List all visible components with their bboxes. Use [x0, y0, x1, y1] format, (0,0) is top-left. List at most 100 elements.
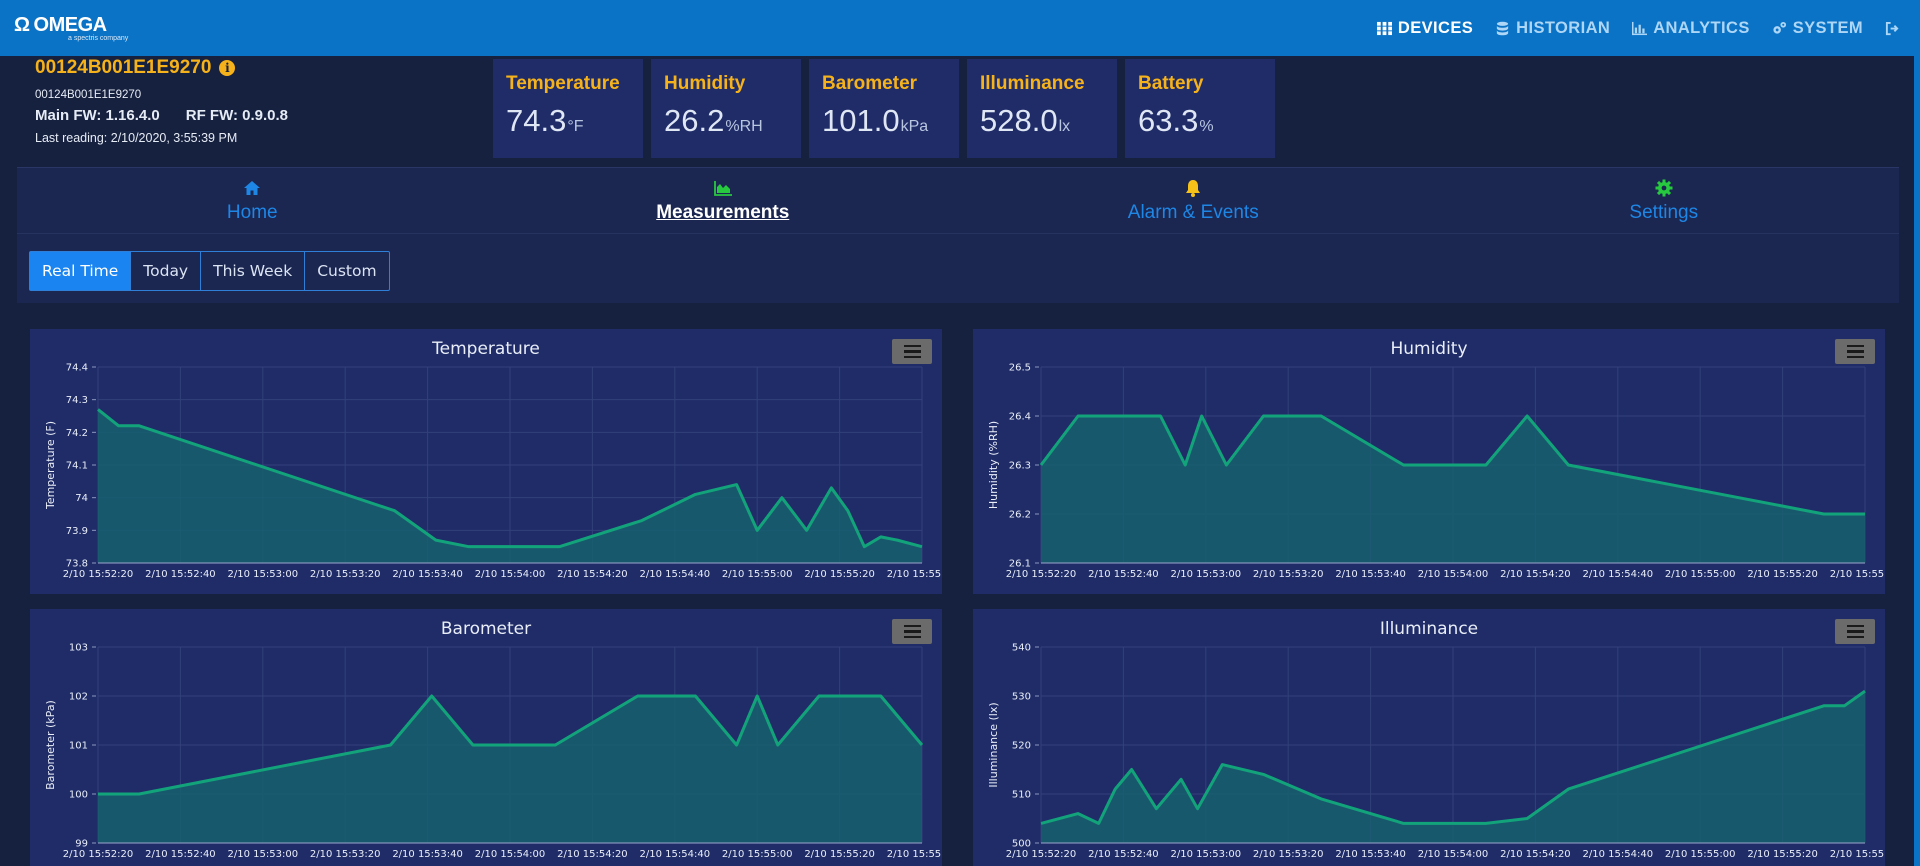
humidity-chart: 26.1 26.2 26.3 26.4 26.5 2/10 15:52:20 2/10 15… [973, 329, 1885, 594]
x-tick-label: 2/10 15:55:40 [887, 849, 942, 860]
x-tick-label: 2/10 15:55:00 [1665, 849, 1736, 860]
top-nav: DEVICES HISTORIAN ANALYTICS SYSTEM [1376, 19, 1900, 38]
x-tick-label: 2/10 15:55:40 [1830, 569, 1885, 580]
y-axis-label: Barometer (kPa) [44, 700, 57, 790]
x-tick-label: 2/10 15:53:40 [392, 849, 463, 860]
tab-alarm-events-label: Alarm & Events [1127, 201, 1259, 223]
menu-icon-bar [1846, 635, 1864, 639]
menu-icon-bar [903, 630, 921, 633]
chart-menu-button[interactable] [892, 619, 932, 644]
bell-icon [1186, 179, 1201, 197]
x-tick-label: 2/10 15:54:00 [1418, 569, 1489, 580]
device-tabs: Home Measurements Alarm & Events Setting… [17, 168, 1899, 234]
x-tick-label: 2/10 15:55:00 [1665, 569, 1736, 580]
device-serial: 00124B001E1E9270 [35, 89, 142, 101]
x-tick-label: 2/10 15:53:00 [228, 849, 299, 860]
range-real-time-button[interactable]: Real Time [30, 252, 132, 290]
y-tick-label: 102 [69, 692, 88, 703]
topnav-system[interactable]: SYSTEM [1772, 19, 1863, 38]
chart-menu-button[interactable] [1835, 619, 1875, 644]
x-tick-label: 2/10 15:54:20 [1500, 849, 1571, 860]
series-line [97, 408, 923, 549]
info-icon[interactable]: i [219, 60, 236, 76]
area-chart-icon [713, 180, 732, 196]
main-firmware: Main FW: 1.16.4.0 [35, 107, 160, 124]
y-axis-label: Humidity (%RH) [987, 421, 1000, 509]
series-line [1040, 689, 1866, 825]
y-axis-label: Illuminance (lx) [987, 702, 1000, 787]
x-tick-label: 2/10 15:54:40 [1583, 569, 1654, 580]
illuminance-chart: 500 510 520 530 540 2/10 15:52:20 2/10 15:52:4… [973, 609, 1885, 866]
y-tick-label: 74.1 [66, 461, 88, 472]
tile-value: 101.0 [822, 103, 900, 138]
device-id: 00124B001E1E9270 [35, 57, 212, 78]
chart-menu-button[interactable] [1835, 339, 1875, 364]
y-tick-label: 74.2 [66, 428, 88, 439]
topnav-historian[interactable]: HISTORIAN [1495, 19, 1610, 38]
topnav-analytics[interactable]: ANALYTICS [1632, 19, 1750, 38]
tile-temperature: Temperature 74.3 °F [493, 59, 643, 158]
x-tick-label: 2/10 15:55:20 [804, 569, 875, 580]
x-tick-label: 2/10 15:53:00 [228, 569, 299, 580]
brand-name: OMEGA [33, 14, 108, 36]
grid-icon [1376, 21, 1392, 35]
omega-symbol-icon: Ω [14, 14, 30, 36]
barometer-chart: 99 100 101 102 103 2/10 15:52:20 2/10 15:52:40… [30, 609, 942, 866]
range-today-button[interactable]: Today [131, 252, 202, 290]
y-tick-label: 74.4 [66, 363, 88, 374]
tab-home[interactable]: Home [17, 168, 488, 233]
x-tick-label: 2/10 15:55:40 [887, 569, 942, 580]
x-tick-label: 2/10 15:53:00 [1171, 569, 1242, 580]
last-reading: Last reading: 2/10/2020, 3:55:39 PM [35, 131, 238, 145]
tab-measurements[interactable]: Measurements [488, 168, 959, 233]
y-tick-label: 73.9 [66, 526, 88, 537]
range-this-week-button[interactable]: This Week [201, 252, 306, 290]
y-axis-label: Temperature (F) [44, 421, 57, 510]
x-tick-label: 2/10 15:53:40 [1335, 849, 1406, 860]
chart-title: Barometer [440, 619, 532, 639]
x-tick-label: 2/10 15:54:20 [557, 569, 628, 580]
y-tick-label: 26.3 [1009, 461, 1031, 472]
omega-logo[interactable]: Ω OMEGA a spectris company [14, 14, 128, 42]
y-tick-label: 26.2 [1009, 510, 1031, 521]
menu-icon-bar [903, 350, 921, 353]
tile-value: 74.3 [506, 103, 567, 138]
series-line [1039, 414, 1865, 516]
tile-label: Battery [1138, 73, 1204, 94]
x-tick-label: 2/10 15:52:40 [145, 849, 216, 860]
y-tick-label: 103 [69, 643, 88, 654]
menu-icon-bar [903, 344, 921, 348]
tile-unit: °F [567, 118, 584, 135]
chart-menu-button[interactable] [892, 339, 932, 364]
series-area [98, 696, 922, 843]
logout-button[interactable] [1885, 21, 1900, 36]
tile-unit: %RH [725, 118, 763, 135]
range-custom-button[interactable]: Custom [317, 262, 377, 280]
tab-settings-label: Settings [1629, 201, 1699, 223]
x-tick-label: 2/10 15:52:20 [63, 569, 134, 580]
menu-icon-bar [1846, 350, 1864, 353]
topnav-system-label: SYSTEM [1792, 18, 1863, 37]
x-tick-label: 2/10 15:52:20 [63, 849, 134, 860]
x-tick-label: 2/10 15:54:40 [640, 849, 711, 860]
topnav-devices[interactable]: DEVICES [1376, 19, 1473, 38]
y-tick-label: 74 [75, 493, 88, 504]
y-tick-label: 99 [75, 839, 88, 850]
device-info: 00124B001E1E9270 i 00124B001E1E9270 Main… [35, 56, 475, 160]
barometer-chart-svg: 99 100 101 102 103 2/10 15:52:20 2/10 15:52:40… [44, 643, 942, 861]
x-tick-label: 2/10 15:53:00 [1171, 849, 1242, 860]
tab-settings[interactable]: Settings [1429, 168, 1900, 233]
bar-chart-icon [1632, 21, 1648, 35]
y-tick-label: 510 [1012, 790, 1031, 801]
menu-icon-bar [903, 635, 921, 639]
page-scrollbar[interactable] [1914, 56, 1920, 866]
y-tick-label: 101 [69, 741, 88, 752]
x-tick-label: 2/10 15:53:20 [1253, 569, 1324, 580]
y-tick-label: 26.4 [1009, 412, 1031, 423]
y-tick-label: 500 [1012, 839, 1031, 850]
tile-value: 528.0 [980, 103, 1058, 138]
menu-icon-bar [1846, 355, 1864, 359]
x-tick-label: 2/10 15:54:40 [1583, 849, 1654, 860]
device-nav-section: Home Measurements Alarm & Events Setting… [17, 167, 1899, 303]
tab-alarm-events[interactable]: Alarm & Events [958, 168, 1429, 233]
